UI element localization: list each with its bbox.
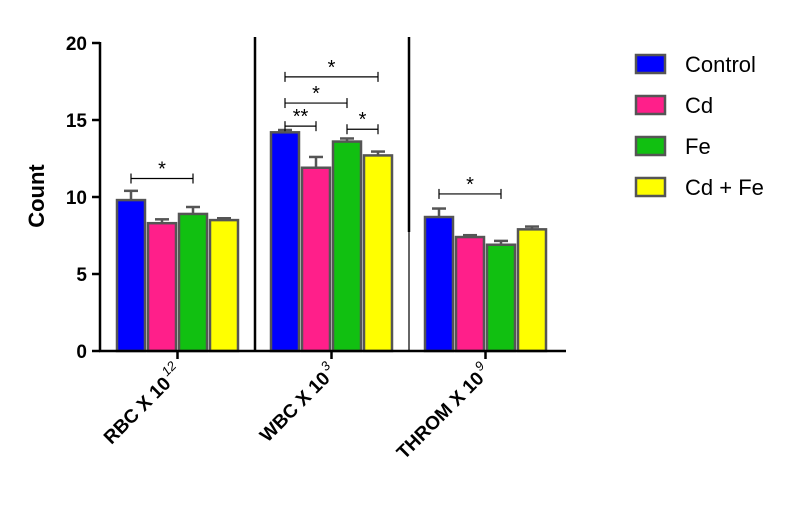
bar — [423, 215, 455, 353]
y-tick-label: 0 — [76, 342, 87, 363]
y-tick-label: 15 — [66, 111, 88, 132]
y-tick-label: 20 — [66, 34, 87, 55]
legend-label: Fe — [685, 134, 711, 159]
significance-label: * — [312, 83, 320, 105]
legend-swatch — [634, 135, 667, 157]
bar — [208, 218, 240, 353]
y-tick-label: 10 — [66, 188, 87, 209]
significance-label: ** — [293, 106, 309, 128]
y-tick-label: 5 — [76, 265, 87, 286]
bar — [300, 166, 332, 353]
legend-swatch — [634, 176, 667, 198]
significance-label: * — [359, 109, 367, 131]
bar — [269, 131, 301, 353]
legend-label: Cd + Fe — [685, 175, 764, 200]
legend-label: Cd — [685, 93, 713, 118]
bar — [516, 228, 548, 353]
significance-label: * — [328, 57, 336, 79]
bar — [331, 140, 363, 353]
significance-label: * — [158, 159, 166, 181]
bar — [485, 243, 517, 353]
legend-swatch — [634, 94, 667, 116]
legend: Control Cd Fe Cd + Fe — [634, 52, 764, 200]
bar — [177, 212, 209, 353]
x-tick-label: RBC X 1012 — [97, 358, 188, 449]
bar — [115, 198, 147, 353]
legend-swatch — [634, 53, 667, 75]
x-tick-label: THROM X 109 — [389, 358, 495, 464]
x-tick-label: WBC X 103 — [253, 358, 342, 447]
significance-label: * — [466, 174, 474, 196]
bar — [362, 154, 394, 353]
bar — [146, 221, 178, 353]
y-axis-title: Count — [24, 164, 49, 228]
legend-label: Control — [685, 52, 756, 77]
bar — [454, 235, 486, 353]
